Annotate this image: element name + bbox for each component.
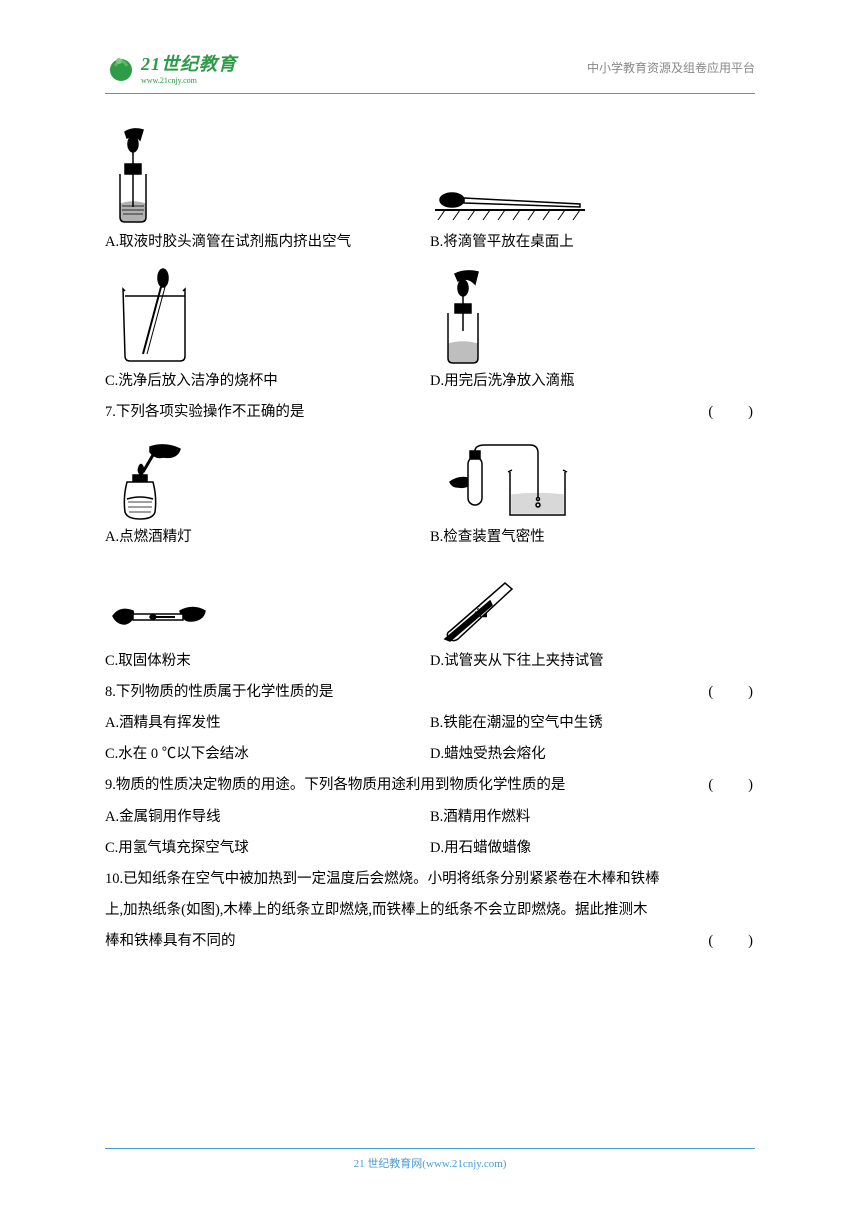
q9-stem: 9.物质的性质决定物质的用途。下列各物质用途利用到物质化学性质的是 (105, 770, 565, 801)
q8-stem-line: 8.下列物质的性质属于化学性质的是 ( ) (105, 677, 755, 708)
q6-row1-labels: A.取液时胶头滴管在试剂瓶内挤出空气 B.将滴管平放在桌面上 (105, 227, 755, 258)
q8-optD: D.蜡烛受热会熔化 (430, 739, 755, 770)
q6-images-row2 (105, 266, 755, 366)
q8-paren: ( ) (708, 677, 755, 708)
header-right-text: 中小学教育资源及组卷应用平台 (587, 59, 755, 76)
q9-stem-line: 9.物质的性质决定物质的用途。下列各物质用途利用到物质化学性质的是 ( ) (105, 770, 755, 801)
q9-optB: B.酒精用作燃料 (430, 802, 755, 833)
q7-row1-labels: A.点燃酒精灯 B.检查装置气密性 (105, 522, 755, 553)
q7-optA: A.点燃酒精灯 (105, 522, 430, 553)
diagram-dropper-in-beaker (105, 266, 200, 366)
q9-optD: D.用石蜡做蜡像 (430, 833, 755, 864)
q8-row2: C.水在 0 ℃以下会结冰 D.蜡烛受热会熔化 (105, 739, 755, 770)
q10-line2: 上,加热纸条(如图),木棒上的纸条立即燃烧,而铁棒上的纸条不会立即燃烧。据此推测… (105, 895, 755, 926)
q9-row2: C.用氢气填充探空气球 D.用石蜡做蜡像 (105, 833, 755, 864)
q10-line3-wrap: 棒和铁棒具有不同的 ( ) (105, 926, 755, 957)
q9-optA: A.金属铜用作导线 (105, 802, 430, 833)
q7-optC: C.取固体粉末 (105, 646, 430, 677)
page-footer: 21 世纪教育网(www.21cnjy.com) (105, 1148, 755, 1171)
logo-sub-text: www.21cnjy.com (141, 76, 237, 85)
diagram-light-alcohol-lamp (105, 437, 195, 522)
q8-optB: B.铁能在潮湿的空气中生锈 (430, 708, 755, 739)
q7-stem-line: 7.下列各项实验操作不正确的是 ( ) (105, 397, 755, 428)
diagram-tube-clamp (430, 571, 530, 646)
logo-main-text: 21世纪教育 (141, 50, 237, 76)
q6-row2-labels: C.洗净后放入洁净的烧杯中 D.用完后洗净放入滴瓶 (105, 366, 755, 397)
q6-optC: C.洗净后放入洁净的烧杯中 (105, 366, 430, 397)
q7-images-row2 (105, 561, 755, 646)
diagram-dropper-bottle-squeeze (105, 122, 165, 227)
q9-paren: ( ) (708, 770, 755, 801)
q7-optD: D.试管夹从下往上夹持试管 (430, 646, 755, 677)
q8-optA: A.酒精具有挥发性 (105, 708, 430, 739)
content-area: A.取液时胶头滴管在试剂瓶内挤出空气 B.将滴管平放在桌面上 (105, 122, 755, 957)
q10-line3: 棒和铁棒具有不同的 (105, 926, 236, 957)
q10-paren: ( ) (708, 926, 755, 957)
q7-stem: 7.下列各项实验操作不正确的是 (105, 397, 304, 428)
q8-row1: A.酒精具有挥发性 B.铁能在潮湿的空气中生锈 (105, 708, 755, 739)
diagram-dropper-on-table (430, 182, 590, 227)
q6-optB: B.将滴管平放在桌面上 (430, 227, 755, 258)
q7-optB: B.检查装置气密性 (430, 522, 755, 553)
q10-line1: 10.已知纸条在空气中被加热到一定温度后会燃烧。小明将纸条分别紧紧卷在木棒和铁棒 (105, 864, 755, 895)
page-header: 21世纪教育 www.21cnjy.com 中小学教育资源及组卷应用平台 (105, 50, 755, 94)
q7-images-row1 (105, 437, 755, 522)
diagram-take-solid-powder (105, 586, 215, 646)
q6-images-row1 (105, 122, 755, 227)
q7-paren: ( ) (708, 397, 755, 428)
q9-row1: A.金属铜用作导线 B.酒精用作燃料 (105, 802, 755, 833)
q8-stem: 8.下列物质的性质属于化学性质的是 (105, 677, 333, 708)
diagram-dropper-return-bottle (430, 266, 500, 366)
logo-icon (105, 52, 137, 84)
logo-area: 21世纪教育 www.21cnjy.com (105, 50, 237, 85)
q6-optD: D.用完后洗净放入滴瓶 (430, 366, 755, 397)
q6-optA: A.取液时胶头滴管在试剂瓶内挤出空气 (105, 227, 430, 258)
q8-optC: C.水在 0 ℃以下会结冰 (105, 739, 430, 770)
q9-optC: C.用氢气填充探空气球 (105, 833, 430, 864)
q7-row2-labels: C.取固体粉末 D.试管夹从下往上夹持试管 (105, 646, 755, 677)
diagram-check-airtight (430, 437, 580, 522)
